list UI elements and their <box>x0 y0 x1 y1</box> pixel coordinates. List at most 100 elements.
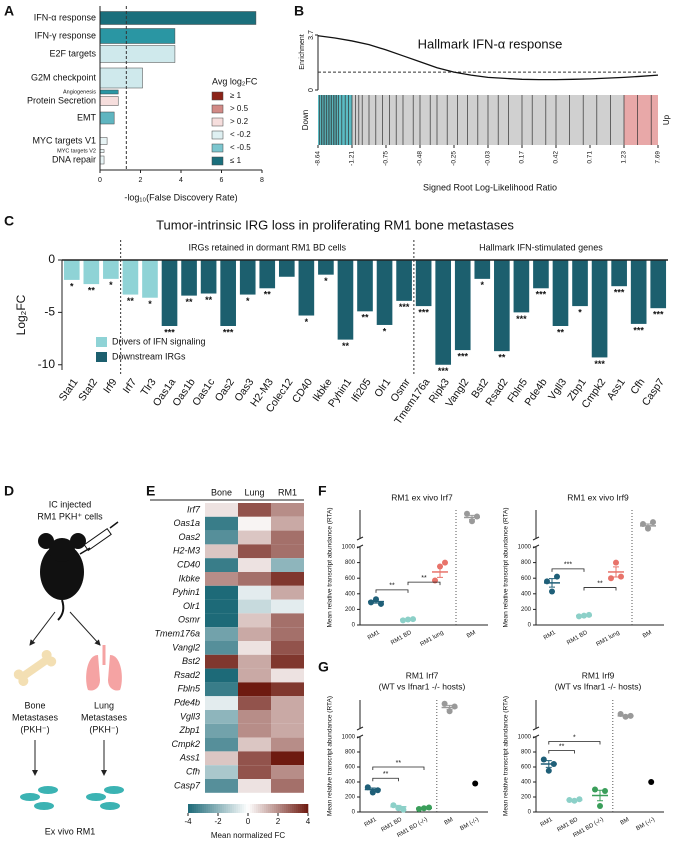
y-tick-label: 600 <box>521 765 532 771</box>
cell-icons <box>20 786 124 810</box>
x-tick-label: -0.03 <box>485 151 492 166</box>
data-point <box>474 513 480 520</box>
data-point <box>622 713 629 720</box>
data-point <box>405 616 411 623</box>
y-tick-label: 800 <box>345 750 356 756</box>
significance-label: ** <box>88 285 96 295</box>
heatmap-cell <box>271 668 304 683</box>
category-label: G2M checkpoint <box>31 72 97 82</box>
bar <box>278 260 295 277</box>
row-label: H2-M3 <box>173 546 200 556</box>
heatmap-cell <box>271 682 304 697</box>
data-point <box>432 577 438 584</box>
y-tick-label: 800 <box>521 560 532 566</box>
legend-label: ≥ 1 <box>230 91 242 100</box>
x-tick-label: RM1 <box>540 817 555 829</box>
x-axis-label: -log₁₀(False Discovery Rate) <box>124 192 237 202</box>
legend-swatch <box>211 91 224 101</box>
bar <box>181 260 197 296</box>
x-tick-label: CD40 <box>290 376 315 405</box>
y-axis-label: Mean relative transcript abundance (RTA) <box>327 507 334 627</box>
heatmap-cell <box>271 599 304 614</box>
row-label: Cmpk2 <box>171 739 200 749</box>
legend-label: ≤ 1 <box>230 156 242 165</box>
colorbar-step <box>302 804 305 813</box>
y-tick-label: 600 <box>345 765 356 771</box>
colorbar-step <box>250 804 253 813</box>
significance-bracket <box>372 766 425 770</box>
colorbar-step <box>280 804 283 813</box>
data-point <box>549 588 555 595</box>
panel-letter: C <box>4 213 14 229</box>
heatmap-cell <box>205 779 238 793</box>
row-label: CD40 <box>177 559 200 569</box>
y-tick-label: -10 <box>38 357 56 371</box>
data-point <box>586 611 592 618</box>
panel-letter: D <box>4 483 14 499</box>
colorbar-step <box>240 804 243 813</box>
colorbar-step <box>234 804 237 813</box>
heatmap-cell <box>238 530 271 545</box>
colorbar-step <box>294 804 297 813</box>
colorbar-tick-label: 4 <box>306 817 311 826</box>
lung-label: Metastases <box>81 712 128 722</box>
y-tick-label: 400 <box>345 591 356 597</box>
legend-swatch <box>211 156 224 166</box>
significance-label: *** <box>164 327 175 337</box>
x-tick-label: 0.71 <box>587 151 594 164</box>
data-point <box>581 612 587 619</box>
data-point <box>627 712 634 719</box>
y-tick-label: 600 <box>345 576 356 582</box>
bar <box>357 260 373 312</box>
heatmap-cell <box>205 627 238 641</box>
lung-label: Lung <box>94 700 114 710</box>
data-point <box>364 784 371 791</box>
significance-label: ** <box>127 296 135 306</box>
heatmap-cell <box>238 627 271 641</box>
data-point <box>390 802 397 809</box>
panel-letter: B <box>294 3 304 19</box>
heatmap-cell <box>205 558 238 572</box>
data-point <box>410 616 416 623</box>
data-point <box>472 780 479 787</box>
heatmap-cell <box>271 544 304 559</box>
significance-label: * <box>324 276 328 286</box>
y-tick-label: 600 <box>521 576 532 582</box>
colorbar-step <box>198 804 201 813</box>
category-label: E2F targets <box>49 48 96 58</box>
data-point <box>368 599 374 606</box>
bar <box>99 45 176 63</box>
x-tick-label: -1.21 <box>349 151 356 166</box>
x-tick-label: 0.42 <box>553 151 560 164</box>
down-label: Down <box>301 110 310 130</box>
column-label: Lung <box>244 487 264 497</box>
row-label: Vgll3 <box>180 711 200 721</box>
chart-title: RM1 ex vivo Irf7 <box>391 492 453 502</box>
bar <box>220 260 236 326</box>
bar <box>396 260 412 301</box>
data-point <box>374 787 381 794</box>
injection-label: IC injected <box>49 499 92 509</box>
heatmap-cell <box>205 599 238 614</box>
significance-label: ** <box>383 771 389 778</box>
heatmap-cell <box>271 641 304 655</box>
significance-label: *** <box>399 302 410 312</box>
data-point <box>650 519 656 526</box>
significance-bracket <box>548 741 601 745</box>
x-tick-label: RM1 lung <box>596 630 621 648</box>
legend-label: < -0.5 <box>230 143 251 152</box>
bar <box>99 137 108 145</box>
x-tick-label: 0.17 <box>519 151 526 164</box>
bar <box>239 260 256 295</box>
y-tick-label: 3.7 <box>308 30 315 40</box>
data-point <box>464 510 470 517</box>
colorbar-step <box>248 804 251 813</box>
x-tick-label: 8 <box>260 177 264 184</box>
heatmap-cell <box>205 765 238 779</box>
legend-swatch <box>211 143 224 153</box>
significance-label: *** <box>633 325 644 335</box>
panel-letter: A <box>4 3 14 19</box>
legend-swatch <box>96 352 107 362</box>
heatmap-cell <box>205 585 238 600</box>
